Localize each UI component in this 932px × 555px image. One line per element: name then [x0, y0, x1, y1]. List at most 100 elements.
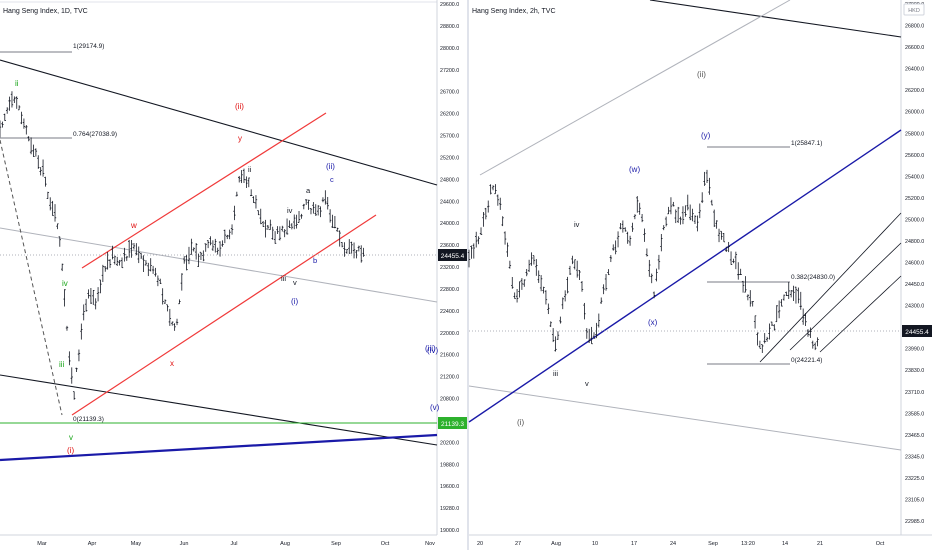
- wave-label-i-red: (i): [67, 446, 74, 455]
- left-price-tick-label: 26200.0: [440, 112, 459, 118]
- left-time-tick-label: Apr: [88, 541, 97, 547]
- left-fib0764-label: 0.764(27038.9): [73, 131, 117, 138]
- left-price-tick-label: 20800.0: [440, 397, 459, 403]
- right-price-tick-label: 23465.0: [905, 433, 924, 439]
- left-time-tick-label: Jun: [180, 541, 189, 547]
- wave-label-iii-right: iii: [553, 369, 558, 378]
- right-time-axis[interactable]: 20 27 Aug 10 17 24 Sep 13:20 14 21 Oct: [477, 541, 885, 547]
- left-price-tick-label: 27200.0: [440, 68, 459, 74]
- left-price-tick-label: 26700.0: [440, 90, 459, 96]
- wave-label-ii-grey: (ii): [697, 70, 706, 79]
- panel-divider[interactable]: [467, 0, 469, 550]
- left-dashed-wave-line[interactable]: [0, 139, 63, 416]
- right-price-tick-label: 23105.0: [905, 497, 924, 503]
- left-last-price-text: 24455.4: [441, 253, 465, 260]
- wave-label-ii-small: ii: [248, 165, 252, 174]
- wave-label-v-green: v: [69, 433, 73, 442]
- right-price-tick-label: 23585.0: [905, 411, 924, 417]
- right-chart-title: Hang Seng Index, 2h, TVC: [472, 8, 556, 15]
- left-price-tick-label: 28800.0: [440, 24, 459, 30]
- left-price-tick-label: 24800.0: [440, 177, 459, 183]
- wave-label-i-grey: (i): [517, 418, 524, 427]
- currency-badge[interactable]: [903, 3, 925, 16]
- right-channel-line-2[interactable]: [789, 242, 902, 351]
- wave-label-v-small: v: [293, 278, 297, 287]
- right-channel-line-3[interactable]: [819, 275, 902, 353]
- left-price-tick-label: 23200.0: [440, 265, 459, 271]
- wave-label-y-right: (y): [701, 131, 711, 140]
- right-price-tick-label: 25000.0: [905, 217, 924, 223]
- left-red-channel-upper[interactable]: [81, 112, 327, 269]
- left-lower-trendline[interactable]: [0, 374, 438, 446]
- right-price-tick-label: 26200.0: [905, 88, 924, 94]
- left-price-bars[interactable]: [0, 91, 365, 400]
- left-level-tag: [438, 417, 467, 429]
- right-fib0-label: 0(24221.4): [791, 357, 822, 364]
- wave-label-iv-right: iv: [574, 220, 580, 229]
- right-price-tick-label: 24600.0: [905, 261, 924, 267]
- wave-label-iv-green: iv: [62, 279, 68, 288]
- left-upper-trendline[interactable]: [0, 59, 438, 186]
- wave-label-ii-green: ii: [15, 79, 19, 88]
- left-price-tick-label: 19280.0: [440, 506, 459, 512]
- right-last-price-text: 24455.4: [905, 329, 929, 336]
- right-price-tick-label: 26800.0: [905, 24, 924, 30]
- right-grey-lower-line[interactable]: [468, 385, 902, 451]
- right-time-tick-label: 27: [515, 541, 521, 547]
- right-upper-trendline[interactable]: [649, 0, 902, 38]
- right-price-axis[interactable]: 27000.026800.026600.026400.026200.026000…: [905, 2, 924, 525]
- right-price-tick-label: 24800.0: [905, 239, 924, 245]
- left-price-tick-label: 19880.0: [440, 462, 459, 468]
- right-price-tick-label: 23345.0: [905, 454, 924, 460]
- wave-label-iii-blue: (iii): [425, 344, 436, 353]
- wave-label-b: b: [313, 256, 317, 265]
- right-price-tick-label: 26000.0: [905, 110, 924, 116]
- left-price-tick-label: 23600.0: [440, 243, 459, 249]
- wave-label-ii-blue: (ii): [326, 162, 335, 171]
- right-blue-trendline[interactable]: [468, 129, 902, 423]
- right-fib1-label: 1(25847.1): [791, 140, 822, 147]
- left-grey-trendline[interactable]: [0, 227, 438, 303]
- left-price-tick-label: 22800.0: [440, 287, 459, 293]
- left-time-axis[interactable]: Mar Apr May Jun Jul Aug Sep Oct Nov: [37, 541, 435, 547]
- left-blue-trendline[interactable]: [0, 433, 438, 462]
- right-price-tick-label: 26400.0: [905, 67, 924, 73]
- wave-label-ii-red: (ii): [235, 102, 244, 111]
- left-price-tick-label: 24000.0: [440, 221, 459, 227]
- currency-badge-text: HKD: [908, 8, 920, 14]
- wave-label-w: w: [130, 221, 137, 230]
- right-chart-panel[interactable]: 27000.026800.026600.026400.026200.026000…: [467, 0, 932, 547]
- right-time-tick-label: 17: [631, 541, 637, 547]
- right-price-tick-label: 25600.0: [905, 153, 924, 159]
- wave-label-iii-green: iii: [59, 360, 65, 369]
- right-price-tick-label: 24450.0: [905, 282, 924, 288]
- left-price-tick-label: 21600.0: [440, 353, 459, 359]
- right-price-tick-label: 24300.0: [905, 304, 924, 310]
- right-time-tick-label: 14: [782, 541, 788, 547]
- left-chart-panel[interactable]: 29600.0 28800.0 28000.0 27200.0 26700.0 26200…: [0, 0, 467, 547]
- left-price-tick-label: 19000.0: [440, 528, 459, 534]
- left-red-channel-lower[interactable]: [71, 214, 377, 416]
- left-fib1-label: 1(29174.9): [73, 43, 104, 50]
- left-time-tick-label: Jul: [230, 541, 237, 547]
- right-channel-line-1[interactable]: [759, 212, 902, 363]
- left-price-tick-label: 24400.0: [440, 199, 459, 205]
- right-price-tick-label: 23990.0: [905, 347, 924, 353]
- right-price-bars[interactable]: [467, 169, 819, 353]
- right-price-tick-label: 23830.0: [905, 368, 924, 374]
- left-price-axis[interactable]: 29600.0 28800.0 28000.0 27200.0 26700.0 26200…: [440, 2, 459, 534]
- right-time-tick-label: Sep: [708, 541, 718, 547]
- left-time-tick-label: Oct: [381, 541, 390, 547]
- wave-label-iii-small: iii: [281, 274, 286, 283]
- left-price-tick-label: 22400.0: [440, 309, 459, 315]
- left-price-tick-label: 22000.0: [440, 331, 459, 337]
- wave-label-v-right: v: [585, 379, 589, 388]
- wave-label-x: x: [170, 359, 174, 368]
- right-time-tick-label: 20: [477, 541, 483, 547]
- left-price-tick-label: 25200.0: [440, 155, 459, 161]
- wave-label-y: y: [238, 134, 242, 143]
- right-grey-upper-line[interactable]: [479, 0, 791, 176]
- left-time-tick-label: May: [131, 541, 142, 547]
